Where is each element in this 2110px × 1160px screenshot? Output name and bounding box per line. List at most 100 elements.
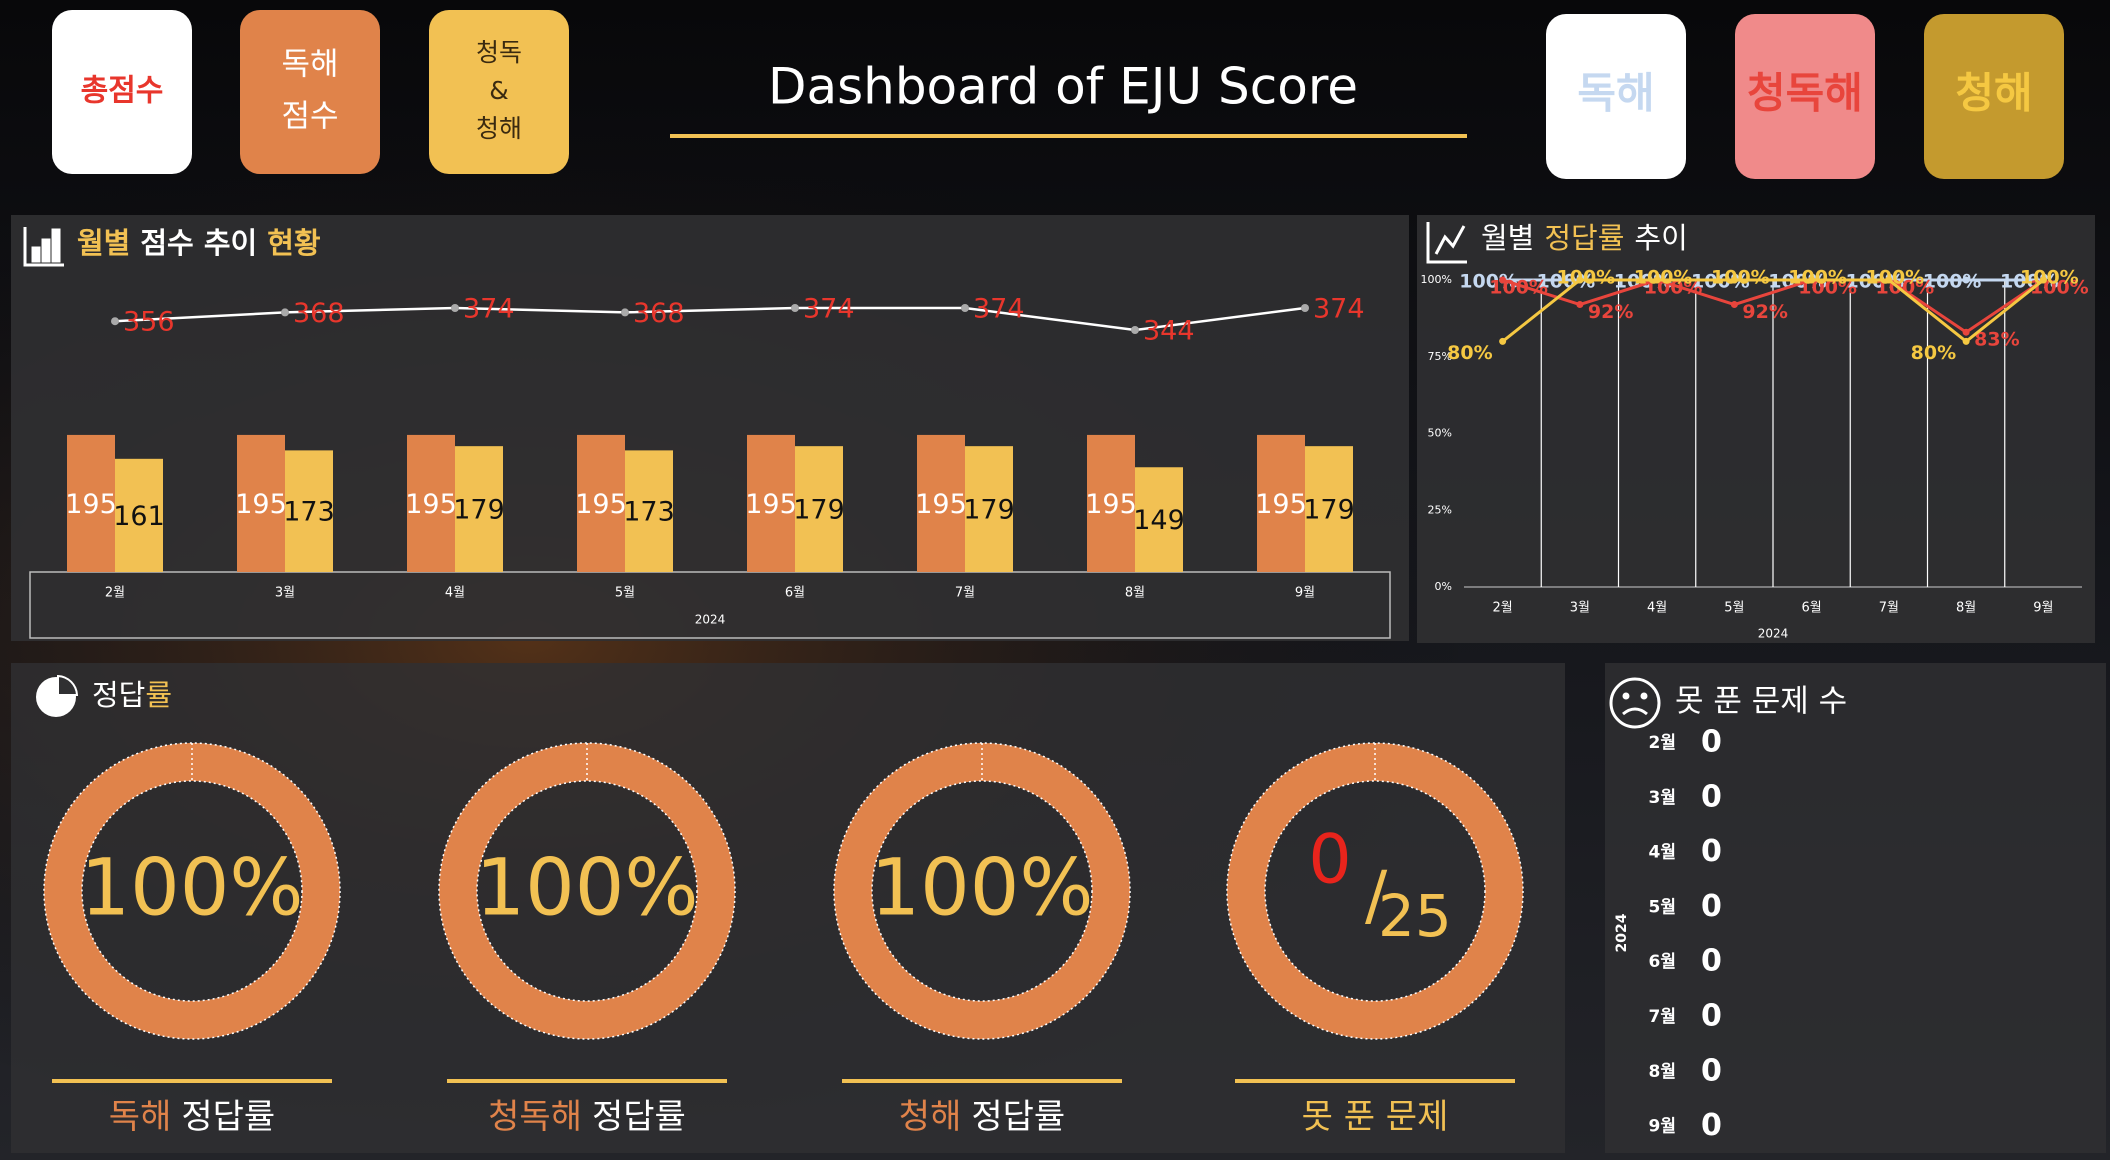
x-tick-label: 4월 <box>1647 601 1667 616</box>
line-point <box>1962 337 1970 345</box>
bar-value-label: 195 <box>65 489 117 520</box>
line-point <box>791 304 799 312</box>
bar <box>455 446 503 572</box>
line-point <box>1653 276 1661 284</box>
rate-value-label: 92% <box>1742 301 1787 323</box>
bar <box>1087 434 1135 572</box>
caption-part: 독해 <box>109 1097 172 1137</box>
x-tick-label: 8월 <box>1956 601 1976 616</box>
button-label[interactable]: 청해 <box>476 114 522 143</box>
row-label: 3월 <box>1649 788 1676 808</box>
donut-caption: 못 푼 문제 <box>1302 1097 1449 1137</box>
line-point <box>1576 301 1584 309</box>
panel <box>1417 215 2095 643</box>
panel-title: 월별 정답률 추이 <box>1481 221 1688 255</box>
line-point <box>1885 276 1893 284</box>
bar-value-label: 195 <box>575 489 627 520</box>
bar <box>795 446 843 572</box>
legend-button[interactable]: 청해 <box>1924 14 2064 179</box>
line-value-label: 344 <box>1143 316 1195 347</box>
button-bg[interactable] <box>1735 14 1875 179</box>
line-point <box>1962 328 1970 336</box>
button-label[interactable]: & <box>489 76 509 105</box>
x-tick-label: 9월 <box>1295 586 1315 601</box>
total-line <box>114 306 1306 332</box>
line-chart-icon <box>1426 222 1467 264</box>
bar <box>1135 467 1183 572</box>
bar <box>237 434 285 572</box>
x-tick-label: 2월 <box>1493 601 1513 616</box>
row-value: 0 <box>1701 889 1722 924</box>
x-tick-label: 6월 <box>1802 601 1822 616</box>
total-value: 25 <box>1378 882 1452 950</box>
bar-value-label: 195 <box>235 489 287 520</box>
x-tick-label: 6월 <box>785 586 805 601</box>
bar-value-label: 173 <box>623 497 675 528</box>
bar-value-label: 195 <box>1085 489 1137 520</box>
button-label[interactable]: 총점수 <box>81 74 164 109</box>
missed-value: 0 <box>1308 821 1351 900</box>
bar <box>67 434 115 572</box>
button-label[interactable]: 점수 <box>281 99 338 135</box>
donut-outline <box>833 742 1131 1040</box>
bar-value-label: 195 <box>745 489 797 520</box>
rate-value-label: 100% <box>1788 267 1847 289</box>
rate-value-label: 100% <box>1711 267 1770 289</box>
button-bg[interactable] <box>429 10 569 174</box>
bar-value-label: 195 <box>405 489 457 520</box>
y-tick-label: 50% <box>1428 427 1452 440</box>
rate-value-label: 100% <box>1459 271 1518 293</box>
row-value: 0 <box>1701 725 1722 760</box>
line-value-label: 374 <box>1313 294 1365 325</box>
bar-value-label: 179 <box>1303 495 1355 526</box>
legend-label[interactable]: 독해 <box>1577 69 1654 118</box>
line-point <box>281 308 289 317</box>
donut-value: 100% <box>871 843 1094 933</box>
row-value: 0 <box>1701 944 1722 979</box>
legend-label[interactable]: 청독해 <box>1747 69 1863 118</box>
x-tick-label: 3월 <box>275 586 295 601</box>
rate-line <box>1502 278 2045 335</box>
donut-ring <box>834 743 1130 1039</box>
button-bg[interactable] <box>1546 14 1686 179</box>
x-group-label: 2024 <box>695 613 726 627</box>
legend-button[interactable]: 청독해 <box>1735 14 1875 179</box>
filter-button[interactable]: 총점수 <box>52 10 192 174</box>
donut-outline <box>1264 780 1486 1002</box>
line-point <box>1576 276 1584 284</box>
button-label[interactable]: 청독 <box>476 38 522 67</box>
y-tick-label: 0% <box>1435 580 1452 593</box>
line-point <box>111 317 119 326</box>
pie-icon <box>36 674 79 717</box>
donut-outline <box>476 780 698 1002</box>
line-point <box>451 304 459 312</box>
donut-caption: 청해 정답률 <box>899 1097 1065 1137</box>
row-label: 8월 <box>1649 1062 1676 1082</box>
caption-part: 정답률 <box>592 1097 686 1137</box>
x-tick-label: 3월 <box>1570 601 1590 616</box>
button-bg[interactable] <box>52 10 192 174</box>
donut-value: 100% <box>476 843 699 933</box>
sad-face-icon <box>1609 677 1661 729</box>
filter-button[interactable]: 청독 & 청해 <box>429 10 569 174</box>
bar <box>577 434 625 572</box>
rate-value-label: 100% <box>2000 271 2059 293</box>
row-label: 4월 <box>1649 843 1676 863</box>
donut-outline <box>871 780 1093 1002</box>
button-bg[interactable] <box>1924 14 2064 179</box>
title-part: 점수 추이 <box>140 226 257 260</box>
button-label[interactable]: 독해 <box>281 47 338 83</box>
line-value-label: 356 <box>123 307 175 338</box>
bar <box>747 434 795 572</box>
row-value: 0 <box>1701 999 1722 1034</box>
button-bg[interactable] <box>240 10 380 174</box>
donut-caption: 독해 정답률 <box>109 1097 275 1137</box>
legend-button[interactable]: 독해 <box>1546 14 1686 179</box>
panel-title: 월별 점수 추이 현황 <box>77 226 321 260</box>
legend-label[interactable]: 청해 <box>1955 69 2032 118</box>
x-tick-label: 5월 <box>615 586 635 601</box>
bar-value-label: 173 <box>283 497 335 528</box>
rate-value-label: 80% <box>1911 342 1956 364</box>
